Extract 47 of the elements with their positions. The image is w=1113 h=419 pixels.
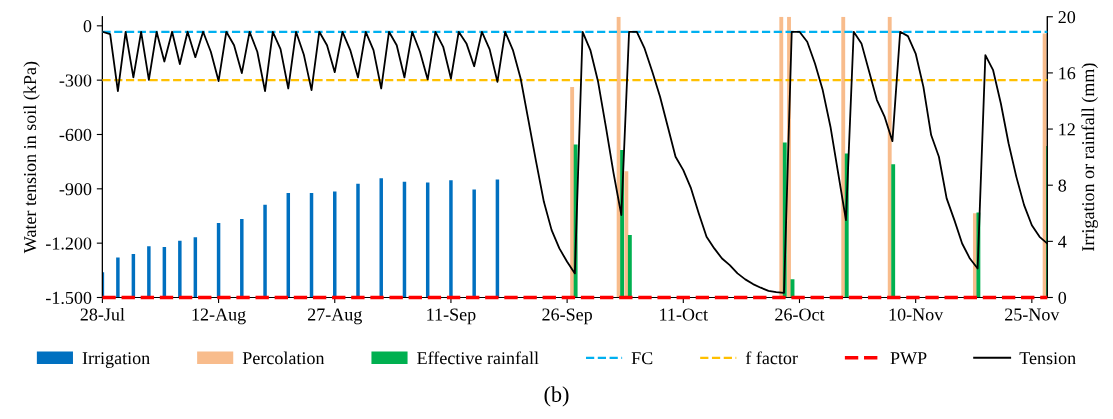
bar: [627, 235, 632, 298]
y-tick-label: 0: [83, 20, 92, 33]
x-tick-label: 12-Aug: [192, 308, 246, 325]
bar: [240, 218, 244, 298]
legend-label: f factor: [745, 351, 798, 365]
x-tick-label: 11-Sep: [427, 308, 476, 325]
bar: [570, 86, 575, 298]
x-tick-label: 27-Aug: [307, 308, 362, 325]
bar: [472, 189, 476, 298]
y2-tick-label: 4: [1058, 235, 1067, 248]
bar: [841, 16, 846, 298]
bar: [178, 240, 182, 298]
y-axis-title: Water tension in soil (kPa): [23, 61, 40, 254]
y-tick-label: -1.200: [46, 237, 92, 250]
bar: [147, 246, 151, 298]
x-tick-label: 26-Sep: [542, 308, 592, 325]
x-tick-label: 28-Jul: [80, 307, 125, 321]
y-tick-label: -600: [59, 128, 92, 141]
x-tick-label: 25-Nov: [1005, 308, 1060, 321]
bar: [779, 16, 784, 298]
y2-tick-label: 16: [1059, 67, 1076, 80]
legend-label: Effective rainfall: [417, 351, 539, 365]
y2-tick-label: 12: [1059, 123, 1075, 136]
y-tick-label: -900: [59, 183, 92, 196]
x-tick-label: 10-Nov: [889, 308, 944, 321]
legend-label: Irrigation: [82, 352, 150, 368]
bar: [891, 164, 896, 298]
y2-axis-title: Irrigation or rainfall (mm): [1081, 63, 1098, 251]
y2-tick-label: 20: [1058, 11, 1076, 24]
y2-tick-label: 8: [1058, 179, 1067, 192]
legend-label: PWP: [890, 352, 927, 365]
legend-label: Percolation: [242, 351, 325, 365]
y-tick-label: -300: [59, 74, 92, 87]
bar: [116, 257, 120, 298]
bar: [263, 204, 267, 298]
y-tick-label: -1.500: [46, 291, 92, 305]
x-tick-label: 11-Oct: [660, 308, 708, 321]
legend-label: Tension: [1019, 352, 1076, 365]
bar: [624, 171, 629, 298]
bar: [333, 191, 337, 298]
bar: [379, 178, 383, 298]
text: (b): [544, 386, 569, 407]
legend-label: FC: [631, 352, 653, 365]
bar: [449, 180, 453, 298]
x-tick-label: 26-Oct: [775, 308, 825, 321]
bar: [356, 183, 360, 298]
y2-tick-label: 0: [1058, 291, 1067, 304]
